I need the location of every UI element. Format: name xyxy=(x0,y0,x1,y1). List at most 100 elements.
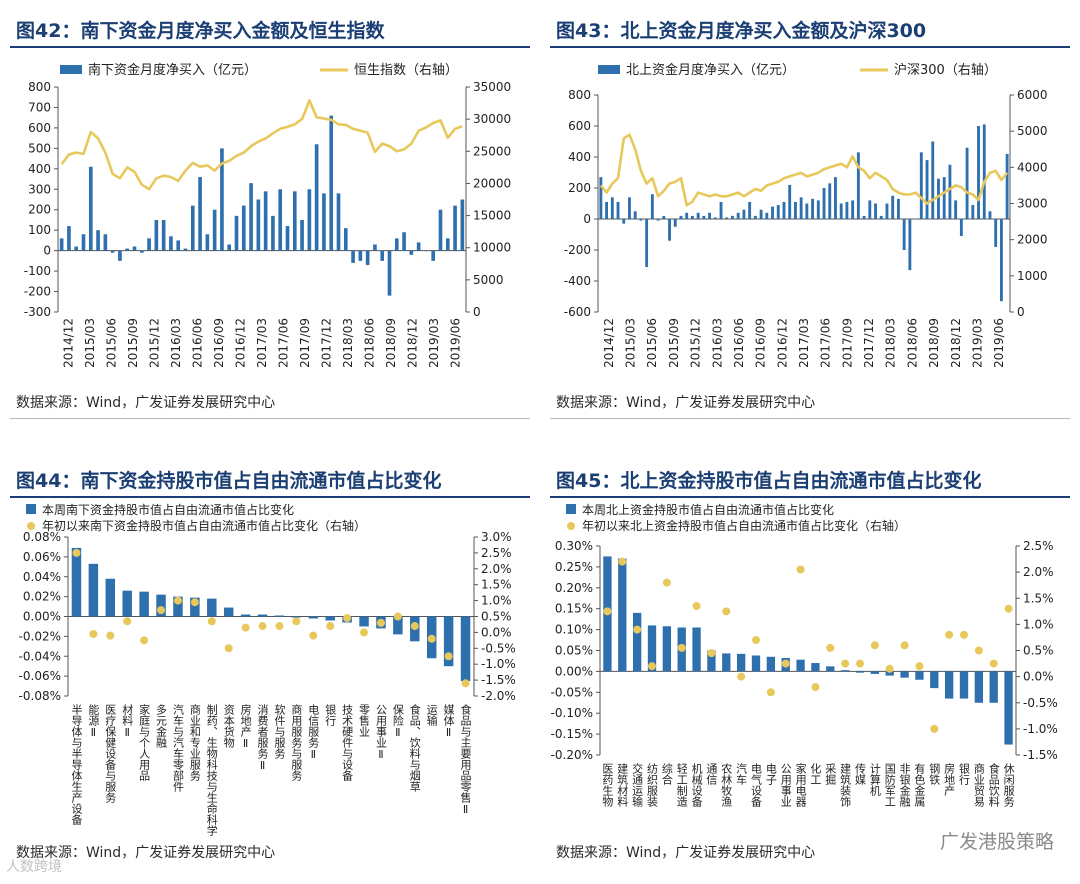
ytd-dot xyxy=(326,622,335,631)
ytd-dot xyxy=(662,578,671,587)
legend-dot-label: 年初以来南下资金持股市值占自由流通市值占比变化（右轴） xyxy=(42,518,366,533)
bar xyxy=(271,215,275,251)
bar xyxy=(351,250,355,263)
ytd-dot xyxy=(224,644,233,653)
bar xyxy=(300,219,304,251)
y-left-tick-label: 800 xyxy=(568,88,591,102)
y-left-tick-label: 0.00% xyxy=(555,664,593,678)
y-left-tick-label: 0.00% xyxy=(23,610,61,624)
bar xyxy=(696,212,700,219)
legend-bar-swatch xyxy=(598,65,620,74)
figure-44-source: 数据来源：Wind，广发证券发展研究中心 xyxy=(16,845,276,861)
category-label: 零售业 xyxy=(358,704,371,737)
figure-43-title: 图43：北上资金月度净买入金额及沪深300 xyxy=(556,20,927,42)
x-tick-label: 2017/06 xyxy=(276,318,290,368)
bar xyxy=(885,671,894,676)
bar xyxy=(169,236,173,251)
bar xyxy=(173,596,183,617)
bar xyxy=(416,242,421,251)
figure-43-panel: 图43：北上资金月度净买入金额及沪深300 北上资金月度净买入（亿元） 沪深300… xyxy=(550,10,1070,420)
category-label: 多元金融 xyxy=(155,703,168,749)
ytd-dot xyxy=(106,631,115,640)
ytd-dot xyxy=(173,596,182,605)
ytd-dot xyxy=(737,672,746,681)
bar xyxy=(719,201,723,219)
bar xyxy=(257,614,268,617)
legend-line-label: 恒生指数（右轴） xyxy=(354,63,458,78)
ytd-dot xyxy=(811,683,820,692)
y-left-tick-label: 0.06% xyxy=(23,550,61,564)
y-right-tick-label: 10000 xyxy=(473,241,511,255)
bar xyxy=(977,126,980,219)
legend-line-label: 沪深300（右轴） xyxy=(894,62,997,78)
legend-bar-swatch xyxy=(60,65,82,74)
legend-dot-label: 年初以来北上资金持股市值占自由流通市值占比变化（右轴） xyxy=(582,518,906,533)
bar xyxy=(751,655,761,672)
bar xyxy=(453,205,457,251)
figure-45-panel: 图45：北上资金持股市值占自由流通市值占比变化 本周北上资金持股市值占自由流通市… xyxy=(550,460,1070,870)
bar xyxy=(460,199,465,251)
category-label: 医药生物 xyxy=(601,763,614,807)
bar xyxy=(822,188,826,219)
x-tick-label: 2015/09 xyxy=(667,318,681,368)
y-right-tick-label: 2.0% xyxy=(1023,565,1054,579)
bar xyxy=(708,212,712,219)
bar xyxy=(685,212,689,219)
y-left-tick-label: -0.05% xyxy=(551,685,593,699)
bar xyxy=(176,240,181,251)
figure-45-source: 数据来源：Wind，广发证券发展研究中心 xyxy=(556,845,816,861)
x-tick-label: 2018/12 xyxy=(949,318,963,368)
bar xyxy=(205,234,210,251)
x-tick-label: 2017/12 xyxy=(319,318,333,368)
bar xyxy=(81,234,86,251)
y-right-tick-label: -1.5% xyxy=(481,673,516,687)
category-label: 公用事业 xyxy=(779,763,792,807)
y-left-tick-label: 0.10% xyxy=(555,623,593,637)
category-label: 银行 xyxy=(324,703,337,727)
bar xyxy=(263,191,268,251)
figure-45-title: 图45：北上资金持股市值占自由流通市值占比变化 xyxy=(556,470,982,492)
y-left-tick-label: 600 xyxy=(568,119,591,133)
bar xyxy=(445,238,450,251)
bar xyxy=(139,591,149,617)
y-right-tick-label: 1.5% xyxy=(481,578,512,592)
bar xyxy=(234,215,239,251)
y-right-tick-label: 5000 xyxy=(1017,124,1048,138)
x-tick-label: 2017/03 xyxy=(797,318,811,368)
ytd-dot xyxy=(603,607,612,616)
bar xyxy=(834,177,837,219)
y-left-tick-label: 0.30% xyxy=(555,539,593,553)
category-label: 软件与服务 xyxy=(273,703,286,759)
category-label: 房地产Ⅱ xyxy=(239,704,252,750)
y-left-tick-label: 0.02% xyxy=(23,590,61,604)
bar xyxy=(856,152,860,219)
bar xyxy=(460,616,471,682)
y-right-tick-label: 0.0% xyxy=(481,625,512,639)
bar xyxy=(88,563,99,617)
bar xyxy=(816,200,820,219)
x-tick-label: 2015/06 xyxy=(645,318,659,368)
y-right-tick-label: 6000 xyxy=(1017,88,1048,102)
bar xyxy=(387,250,392,296)
y-right-tick-label: 3000 xyxy=(1017,197,1048,211)
category-label: 消费者服务Ⅱ xyxy=(256,703,269,772)
figure-42-chart: 南下资金月度净买入（亿元） 恒生指数（右轴） -300 -200 -100 0 100 200… xyxy=(24,62,511,368)
bar xyxy=(633,211,637,219)
ytd-dot xyxy=(960,630,968,639)
y-left-tick-label: -0.15% xyxy=(551,727,593,741)
category-label: 技术硬件与设备 xyxy=(341,704,354,782)
ytd-dot xyxy=(766,688,775,697)
bar xyxy=(713,217,717,219)
bar xyxy=(443,616,454,667)
bar xyxy=(965,147,969,219)
y-left-tick-label: 0 xyxy=(43,244,51,258)
bar xyxy=(811,198,815,219)
y-left-tick-label: -0.04% xyxy=(19,649,61,663)
bar xyxy=(161,219,166,251)
x-tick-label: 2019/03 xyxy=(970,318,984,368)
ytd-dot xyxy=(292,617,301,626)
bar xyxy=(358,250,363,261)
x-tick-label: 2015/06 xyxy=(105,318,119,368)
x-tick-label: 2017/06 xyxy=(819,318,833,368)
y-left-tick-label: 700 xyxy=(28,100,51,114)
